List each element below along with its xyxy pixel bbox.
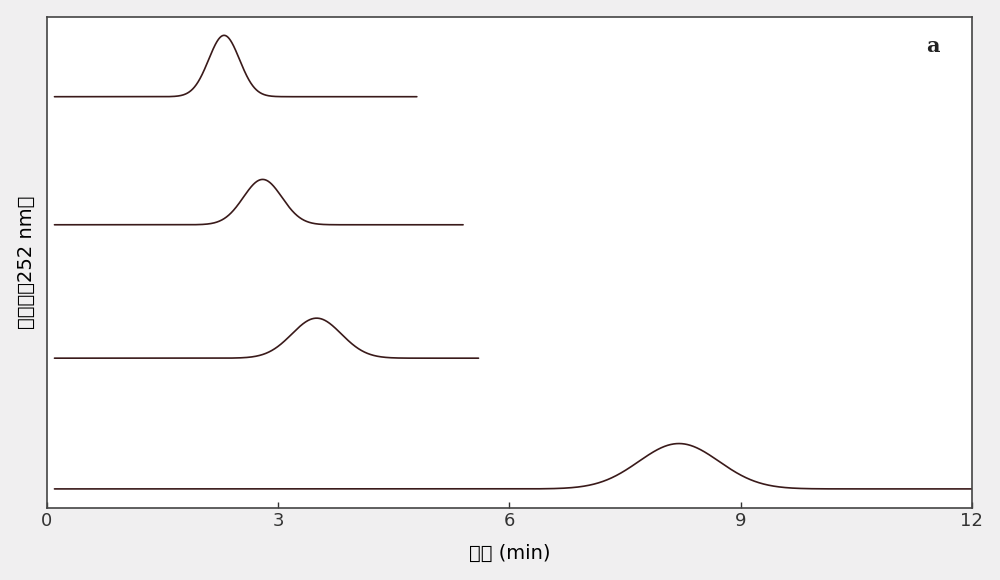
X-axis label: 时间 (min): 时间 (min)	[469, 545, 550, 563]
Y-axis label: 吸光度（252 nm）: 吸光度（252 nm）	[17, 195, 36, 329]
Text: a: a	[926, 37, 940, 56]
